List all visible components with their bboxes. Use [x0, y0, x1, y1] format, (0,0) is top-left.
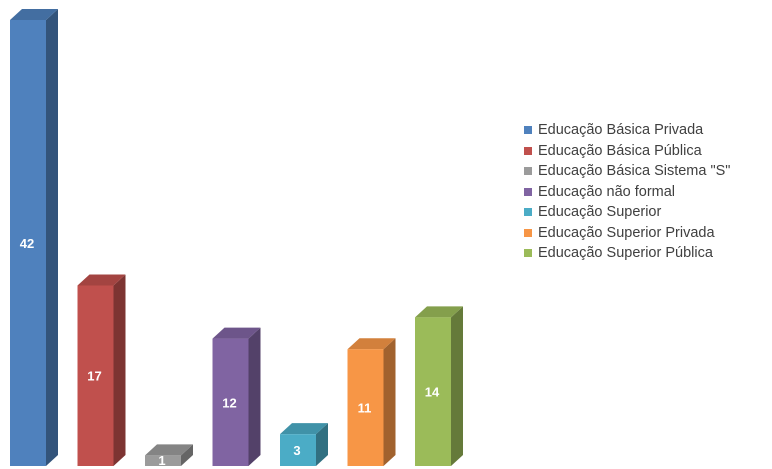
bar-side	[46, 9, 58, 466]
legend-swatch	[524, 208, 532, 217]
legend-item: Educação Superior	[524, 202, 730, 223]
legend-swatch	[524, 249, 532, 258]
bar-front	[415, 317, 451, 466]
legend-label: Educação Básica Pública	[538, 142, 702, 159]
bar-top	[10, 9, 58, 20]
legend-label: Educação Básica Privada	[538, 122, 704, 139]
bar-chart: 42 17 1 12 3 11 14	[10, 9, 463, 468]
legend-label: Educação Superior Pública	[538, 245, 713, 262]
legend-swatch	[524, 228, 532, 237]
legend-item: Educação não formal	[524, 182, 730, 203]
bar: 3	[280, 423, 328, 466]
bar-top	[415, 306, 463, 318]
bar-side	[451, 306, 463, 466]
data-label: 1	[158, 453, 165, 468]
legend-swatch	[524, 167, 532, 176]
bar-top	[347, 338, 396, 350]
data-label: 42	[20, 236, 34, 251]
bar-side	[383, 338, 396, 466]
legend-item: Educação Básica Pública	[524, 141, 730, 162]
data-label: 14	[425, 385, 440, 400]
bar: 11	[347, 338, 396, 466]
legend-swatch	[524, 146, 532, 155]
bar-front	[280, 434, 316, 466]
bar-front	[77, 285, 114, 466]
bar-side	[113, 274, 126, 466]
legend-label: Educação não formal	[538, 183, 676, 200]
legend-label: Educação Básica Sistema "S"	[538, 163, 731, 180]
bar-side	[316, 423, 328, 466]
legend-item: Educação Básica Sistema "S"	[524, 161, 730, 182]
legend-item: Educação Superior Pública	[524, 243, 730, 264]
bar-side	[248, 327, 261, 466]
bar: 42	[10, 9, 58, 466]
bar: 12	[212, 327, 261, 466]
bar-front	[347, 349, 384, 466]
data-label: 3	[293, 443, 300, 458]
legend-label: Educação Superior Privada	[538, 224, 715, 241]
bar-top	[145, 444, 193, 456]
legend-swatch	[524, 187, 532, 196]
bar-side	[181, 444, 193, 466]
chart-legend: Educação Básica Privada Educação Básica P…	[524, 120, 730, 264]
bar-top	[280, 423, 328, 435]
bar-front	[10, 20, 46, 466]
bar-top	[212, 327, 261, 339]
legend-item: Educação Básica Privada	[524, 120, 730, 141]
legend-label: Educação Superior	[538, 204, 662, 221]
bar-top	[77, 274, 126, 286]
legend-item: Educação Superior Privada	[524, 223, 730, 244]
bar: 14	[415, 306, 463, 466]
bar: 1	[145, 444, 193, 468]
bar: 17	[77, 274, 126, 466]
bar-front	[212, 338, 249, 466]
data-label: 17	[87, 369, 101, 384]
bar-front	[145, 455, 181, 466]
legend-swatch	[524, 126, 532, 135]
data-label: 12	[222, 395, 236, 410]
data-label: 11	[358, 401, 372, 416]
